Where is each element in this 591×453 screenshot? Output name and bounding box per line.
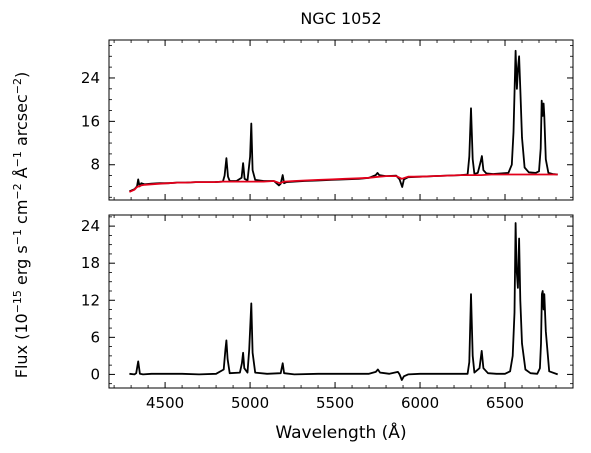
axes-frame-panel-0	[108, 39, 574, 201]
x-tick-label-6000: 6000	[401, 394, 439, 412]
y-axis-label: Flux (10−15 erg s−1 cm−2 Å−1 arcsec−2)	[11, 72, 31, 379]
axes-frame-panel-1	[108, 214, 574, 389]
y-tick-label-panel-1-24: 24	[81, 217, 100, 235]
y-tick-label-panel-1-6: 6	[90, 328, 100, 346]
x-tick-label-5000: 5000	[231, 394, 269, 412]
chart-title: NGC 1052	[300, 9, 381, 28]
y-tick-label-panel-0-16: 16	[81, 112, 100, 130]
top-panel: 8 16 24	[81, 39, 574, 201]
series-line-observed-panel-0	[129, 49, 558, 193]
series-line-stellar-model-panel-0	[129, 173, 558, 193]
y-tick-label-panel-0-24: 24	[81, 69, 100, 87]
y-tick-label-panel-1-0: 0	[90, 365, 100, 383]
y-tick-label-panel-1-18: 18	[81, 254, 100, 272]
y-tick-label-panel-1-12: 12	[81, 291, 100, 309]
x-tick-label-5500: 5500	[316, 394, 354, 412]
bottom-panel: 4500 5000 5500 6000 6500 0 6 12 18 24	[81, 214, 574, 412]
x-axis-label: Wavelength (Å)	[275, 421, 406, 443]
x-tick-label-4500: 4500	[146, 394, 184, 412]
y-tick-label-panel-0-8: 8	[90, 156, 100, 174]
series-line-residual-panel-1	[129, 222, 559, 381]
x-tick-label-6500: 6500	[486, 394, 524, 412]
